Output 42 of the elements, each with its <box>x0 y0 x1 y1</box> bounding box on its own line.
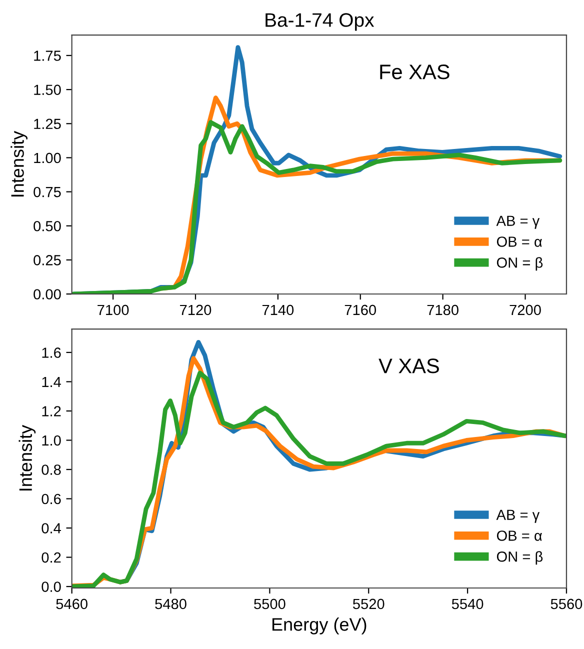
legend-label: OB = α <box>496 236 542 247</box>
y-tick-label: 0.8 <box>42 464 61 475</box>
x-tick-label: 7120 <box>180 304 212 316</box>
legend-label: ON = β <box>496 551 543 565</box>
chart-title: Ba-1-74 Opx <box>266 13 374 31</box>
x-tick-label: 5460 <box>56 598 88 610</box>
y-tick-label: 0.25 <box>34 255 61 266</box>
x-tick-label: 7140 <box>262 304 294 316</box>
x-axis-title: Energy (eV) <box>272 618 366 634</box>
y-tick-label: 0.00 <box>34 289 61 300</box>
y-tick-label: 1.75 <box>34 50 61 61</box>
y-tick-label: 1.0 <box>42 435 61 446</box>
x-tick-label: 7180 <box>427 304 458 316</box>
annotation: V XAS <box>378 358 439 374</box>
legend-label: ON = β <box>496 257 543 271</box>
y-tick-label: 0.50 <box>34 220 61 232</box>
y-tick-label: 0.2 <box>42 552 61 563</box>
legend-label: OB = α <box>496 530 542 541</box>
x-tick-label: 5560 <box>550 598 582 610</box>
y-tick-label: 0.75 <box>34 186 61 198</box>
y-tick-label: 1.00 <box>34 152 61 164</box>
x-tick-label: 7200 <box>510 304 541 316</box>
y-tick-label: 1.50 <box>34 84 61 95</box>
y-tick-label: 0.6 <box>42 494 61 504</box>
x-tick-label: 5480 <box>155 598 186 610</box>
x-tick-label: 7160 <box>344 304 376 316</box>
legend-label: AB = γ <box>496 510 540 523</box>
y-tick-label: 1.6 <box>42 348 61 358</box>
legend-label: AB = γ <box>496 216 540 229</box>
y-tick-label: 1.4 <box>42 376 61 387</box>
y-tick-label: 0.0 <box>42 582 61 592</box>
y-tick-label: 1.2 <box>42 406 61 416</box>
y-axis-title: Intensity <box>10 130 28 196</box>
y-tick-label: 0.4 <box>42 523 61 534</box>
x-tick-label: 5500 <box>254 598 286 610</box>
annotation: Fe XAS <box>380 64 450 80</box>
line-series <box>72 120 562 294</box>
x-tick-label: 7100 <box>98 304 129 316</box>
x-tick-label: 5540 <box>452 598 484 610</box>
y-tick-label: 1.25 <box>34 118 61 130</box>
x-tick-label: 5520 <box>352 598 384 610</box>
y-axis-title: Intensity <box>18 424 36 490</box>
